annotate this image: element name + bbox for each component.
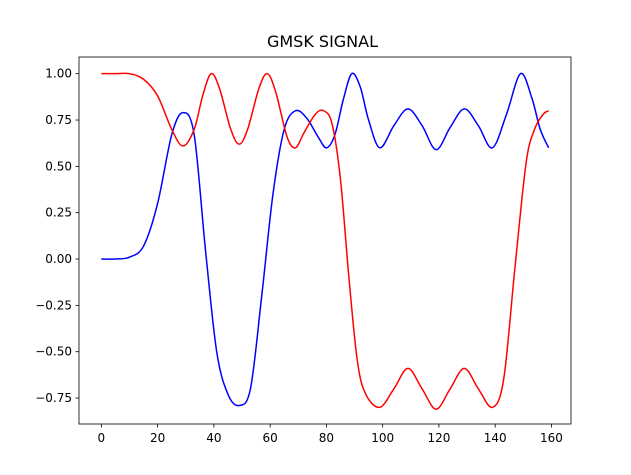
y-tick-label: 0.50 bbox=[45, 159, 72, 173]
series-line-2 bbox=[101, 72, 550, 410]
y-tick-label: −0.25 bbox=[35, 298, 72, 312]
x-tick-label: 80 bbox=[319, 431, 334, 445]
chart-title: GMSK SIGNAL bbox=[267, 32, 378, 51]
y-tick-label: −0.50 bbox=[35, 345, 72, 359]
x-tick-label: 0 bbox=[98, 431, 106, 445]
y-tick-label: 0.25 bbox=[45, 206, 72, 220]
x-tick-label: 20 bbox=[150, 431, 165, 445]
y-tick-label: 0.00 bbox=[45, 252, 72, 266]
series-line-1 bbox=[101, 72, 550, 407]
y-tick-label: 1.00 bbox=[45, 67, 72, 81]
x-tick-label: 160 bbox=[540, 431, 563, 445]
y-tick-label: −0.75 bbox=[35, 391, 72, 405]
x-tick-label: 120 bbox=[427, 431, 450, 445]
series-layer bbox=[101, 72, 550, 410]
axes-layer: 0 20 40 60 80 100 120 140 160 −0.75 −0.50 −0.25 0.00… bbox=[35, 56, 572, 445]
x-tick-label: 100 bbox=[371, 431, 394, 445]
x-tick-label: 40 bbox=[206, 431, 221, 445]
x-tick-label: 60 bbox=[263, 431, 278, 445]
plot-frame bbox=[78, 56, 572, 425]
y-tick-label: 0.75 bbox=[45, 113, 72, 127]
x-tick-label: 140 bbox=[484, 431, 507, 445]
